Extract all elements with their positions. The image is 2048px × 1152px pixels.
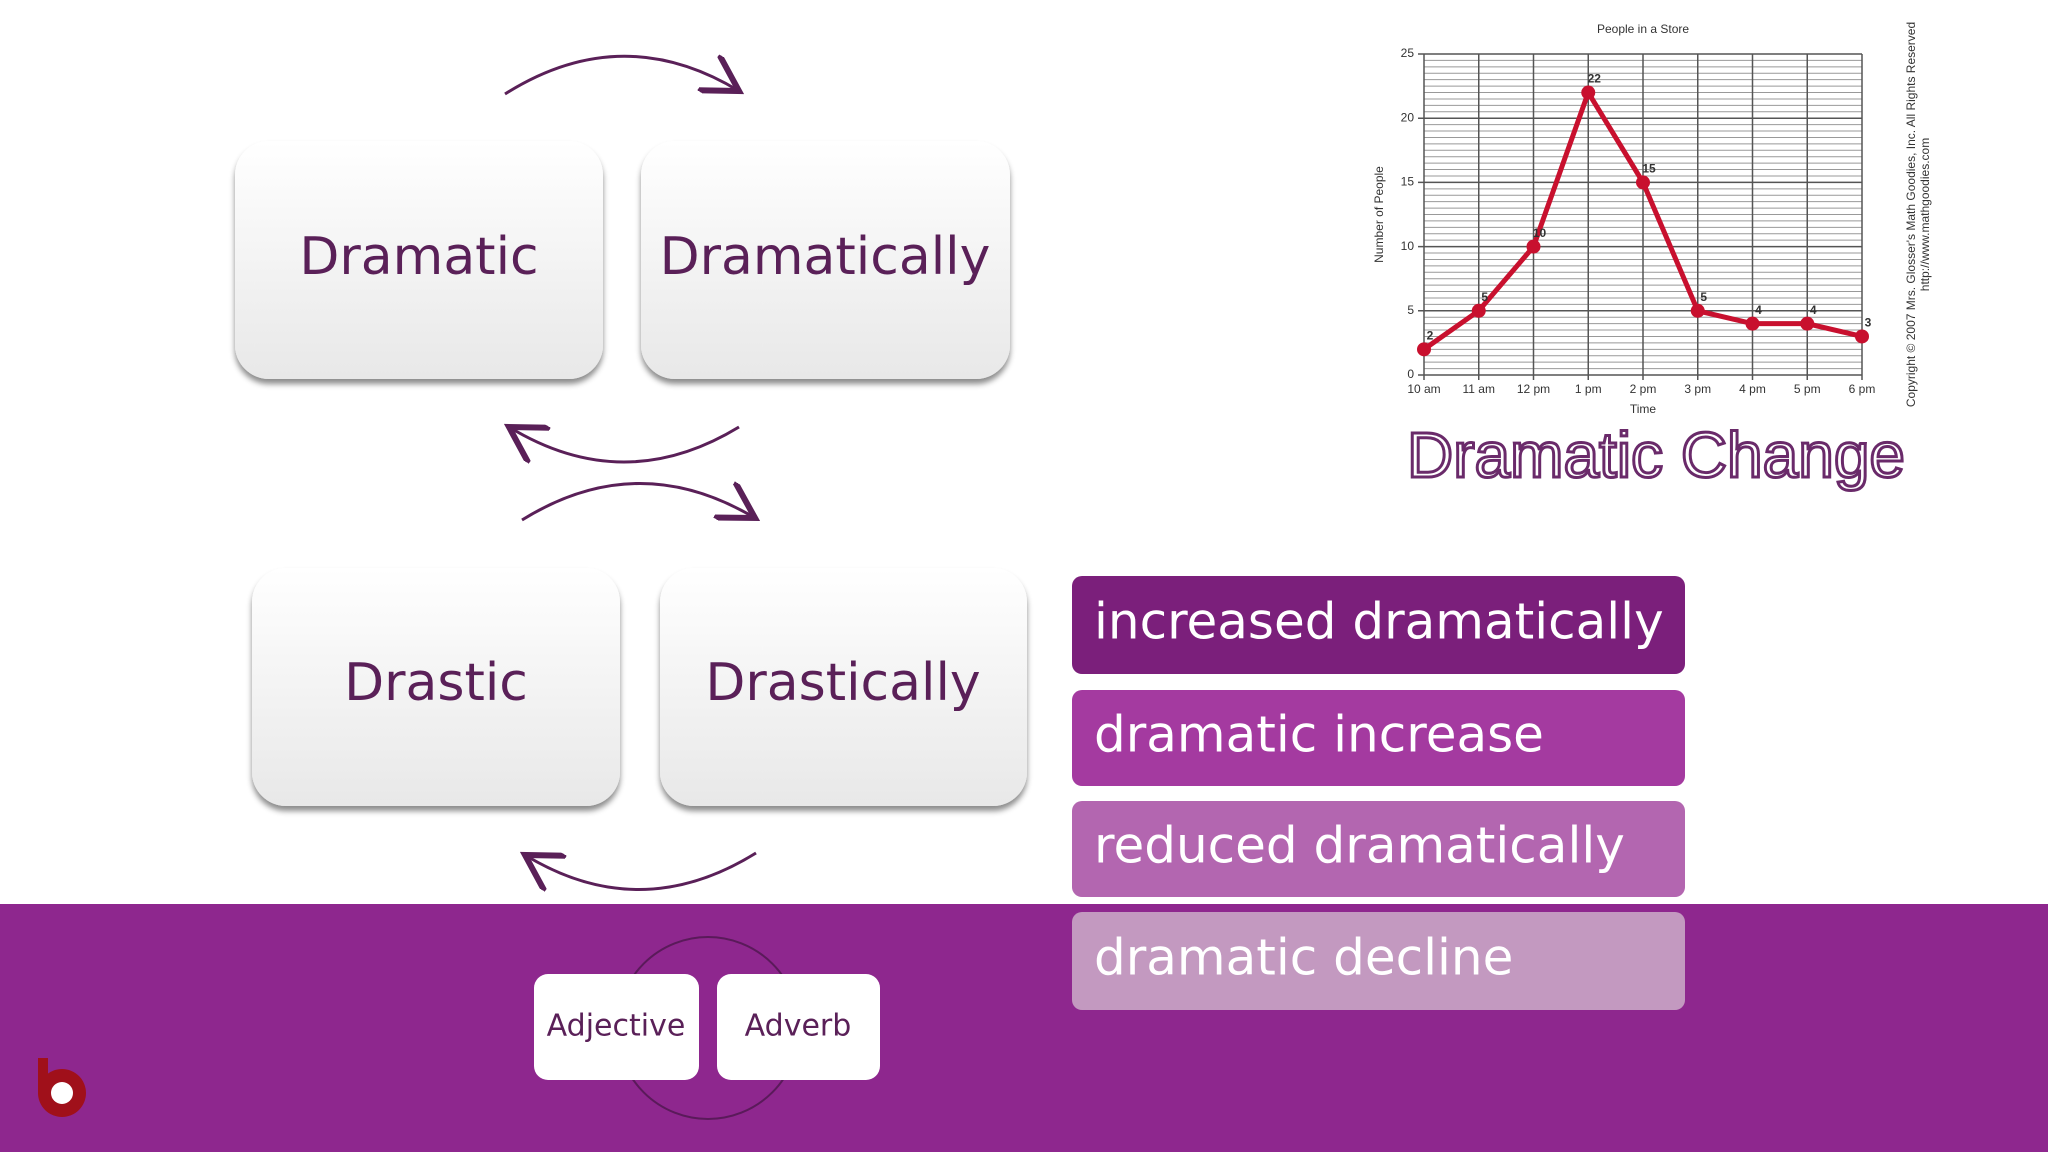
phrase: dramatic decline (1094, 929, 1513, 987)
x-tick-label: 5 pm (1794, 382, 1821, 396)
chart: People in a Store Time Number of People Cop… (1372, 22, 1932, 416)
phrase-box (1072, 690, 1685, 786)
x-tick-label: 4 pm (1739, 382, 1766, 396)
y-tick-label: 10 (1401, 239, 1415, 253)
logo (38, 1058, 86, 1117)
x-tick-label: 3 pm (1684, 382, 1711, 396)
footer-band (0, 904, 2048, 1152)
box (641, 141, 1010, 379)
word-boxes: Dramatic Dramatically Drastic Drasticall… (235, 141, 1027, 806)
data-point (1471, 303, 1486, 318)
phrase-box (1072, 576, 1685, 674)
phrase: reduced dramatically (1094, 817, 1625, 875)
box-label: Drastically (705, 653, 980, 713)
copyright: Copyright © 2007 Mrs. Glosser's Math Goo… (1904, 22, 1918, 407)
data-label: 5 (1700, 290, 1707, 304)
x-tick-label: 10 am (1407, 382, 1440, 396)
box-label: Drastic (344, 653, 528, 713)
data-point (1690, 303, 1705, 318)
arrows (505, 56, 756, 889)
data-label: 5 (1481, 290, 1488, 304)
legend-box (534, 974, 699, 1080)
x-axis-label: Time (1630, 402, 1657, 416)
y-tick-label: 15 (1401, 175, 1415, 189)
phrase: increased dramatically (1094, 593, 1664, 651)
phrases: increased dramatically dramatic increase… (1072, 576, 1685, 1010)
y-axis-label: Number of People (1372, 166, 1386, 263)
box-label: Dramatically (660, 227, 991, 287)
x-tick-label: 1 pm (1575, 382, 1602, 396)
legend-box (717, 974, 880, 1080)
x-tick-label: 2 pm (1630, 382, 1657, 396)
caption: Dramatic Change (1407, 419, 1905, 491)
data-point (1636, 175, 1650, 190)
data-point (1581, 85, 1596, 100)
legend-label: Adjective (547, 1009, 686, 1044)
x-tick-label: 11 am (1463, 382, 1495, 396)
data-point (1800, 316, 1815, 331)
y-tick-label: 25 (1401, 46, 1415, 60)
chart-title: People in a Store (1597, 22, 1689, 36)
y-tick-label: 5 (1407, 303, 1414, 317)
data-label: 2 (1427, 328, 1434, 342)
box-label: Dramatic (299, 227, 538, 287)
data-point (1745, 316, 1760, 331)
box (235, 141, 603, 379)
data-label: 4 (1810, 303, 1817, 317)
data-label: 22 (1588, 72, 1602, 86)
data-label: 15 (1642, 162, 1656, 176)
phrase-box (1072, 912, 1685, 1010)
copyright: http://www.mathgoodies.com (1918, 138, 1932, 291)
x-tick-label: 6 pm (1849, 382, 1876, 396)
phrase: dramatic increase (1094, 706, 1544, 764)
y-tick-label: 0 (1407, 367, 1414, 381)
y-tick-label: 20 (1401, 110, 1415, 124)
data-point (1855, 329, 1869, 344)
data-point (1417, 342, 1431, 357)
data-label: 10 (1533, 226, 1547, 240)
data-point (1526, 239, 1541, 254)
data-label: 3 (1865, 316, 1872, 330)
phrase-box (1072, 801, 1685, 897)
box (252, 568, 620, 806)
legend-label: Adverb (745, 1009, 852, 1044)
box (660, 568, 1027, 806)
data-label: 4 (1755, 303, 1762, 317)
x-tick-label: 12 pm (1517, 382, 1550, 396)
